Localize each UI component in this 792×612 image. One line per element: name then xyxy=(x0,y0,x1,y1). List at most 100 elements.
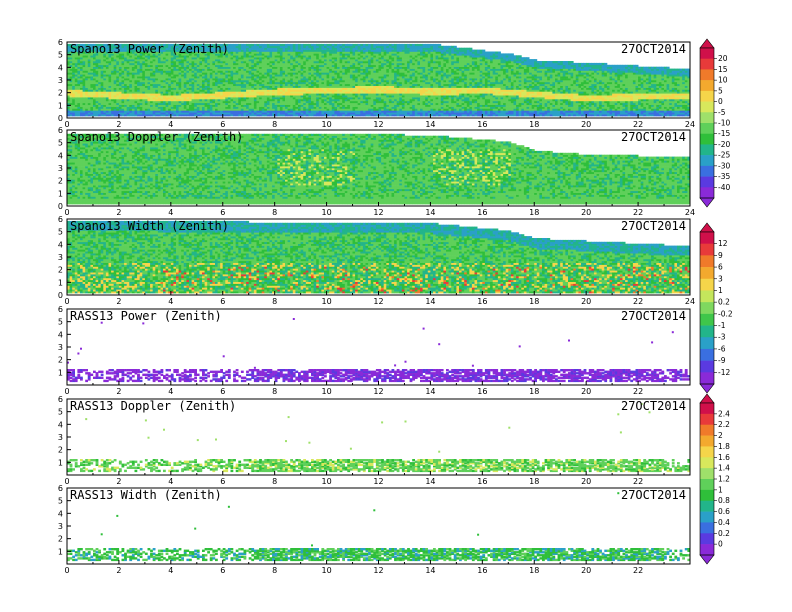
cell xyxy=(243,106,247,109)
cell xyxy=(111,78,115,81)
cell xyxy=(196,78,200,81)
cell xyxy=(220,95,224,98)
cell xyxy=(95,81,99,85)
cell xyxy=(357,76,361,79)
cell xyxy=(85,72,89,75)
cell xyxy=(105,110,109,113)
cell xyxy=(287,64,291,67)
cell xyxy=(404,53,408,56)
cell xyxy=(144,104,148,107)
cell xyxy=(212,80,216,83)
cell xyxy=(131,68,135,71)
cell xyxy=(272,51,276,54)
cell xyxy=(386,89,390,92)
cell xyxy=(339,93,343,96)
cell xyxy=(375,112,379,115)
cell xyxy=(235,72,239,75)
cell xyxy=(404,114,408,117)
cell xyxy=(77,114,81,117)
cell xyxy=(324,68,327,71)
cell xyxy=(165,70,169,73)
cell xyxy=(199,93,203,96)
cell xyxy=(256,66,260,69)
cell xyxy=(295,57,299,60)
cell xyxy=(77,62,81,66)
cell xyxy=(137,85,141,88)
cell xyxy=(129,100,133,104)
cell xyxy=(362,76,366,79)
cell xyxy=(196,49,200,52)
cell xyxy=(139,83,143,86)
cell xyxy=(277,51,281,54)
cell xyxy=(305,78,309,81)
cell xyxy=(282,72,286,75)
cell xyxy=(222,99,226,102)
cell xyxy=(352,106,356,109)
cell xyxy=(238,112,242,115)
cell xyxy=(259,59,263,62)
cell xyxy=(316,59,320,62)
cell xyxy=(243,72,247,75)
cell xyxy=(357,104,361,107)
cell xyxy=(279,64,283,67)
cell xyxy=(69,43,73,47)
cell xyxy=(124,81,128,85)
cell xyxy=(215,104,218,107)
cell xyxy=(240,112,244,115)
cell xyxy=(347,100,351,104)
cell xyxy=(204,43,208,47)
cell xyxy=(147,61,151,64)
cell xyxy=(207,62,211,66)
cell xyxy=(290,104,294,107)
cell xyxy=(100,110,104,113)
cell xyxy=(292,81,296,85)
cell xyxy=(105,59,109,62)
cell xyxy=(292,64,296,67)
cell xyxy=(253,55,257,58)
cell xyxy=(72,108,76,111)
cell xyxy=(69,45,73,48)
cell xyxy=(368,62,372,66)
cell xyxy=(181,61,185,64)
cell xyxy=(225,57,229,60)
cell xyxy=(339,89,343,92)
cell xyxy=(150,102,154,105)
cell xyxy=(339,53,343,56)
cell xyxy=(189,45,192,48)
cell xyxy=(339,45,343,48)
cell xyxy=(365,70,369,73)
cell xyxy=(181,47,185,50)
cell xyxy=(370,93,374,96)
cell xyxy=(170,66,174,69)
cell xyxy=(277,61,281,64)
cell xyxy=(295,70,299,73)
cell xyxy=(93,104,96,107)
cell xyxy=(360,62,364,66)
cell xyxy=(391,87,395,90)
cell xyxy=(225,110,229,113)
cell xyxy=(391,91,395,94)
cell xyxy=(108,114,112,117)
cell xyxy=(381,76,385,79)
cell xyxy=(264,59,268,62)
cell xyxy=(272,110,276,113)
cell xyxy=(331,62,335,66)
cell xyxy=(155,102,159,105)
cell xyxy=(290,100,294,104)
cell xyxy=(69,68,73,71)
cell xyxy=(368,74,372,77)
cell xyxy=(217,59,221,62)
cell xyxy=(225,53,229,56)
cell xyxy=(215,74,218,77)
cell xyxy=(176,102,179,105)
cell xyxy=(124,80,128,83)
cell xyxy=(124,89,128,92)
cell xyxy=(108,89,112,92)
cell xyxy=(282,108,286,111)
cell xyxy=(178,104,182,107)
cell xyxy=(186,80,190,83)
cell xyxy=(370,89,374,92)
cell xyxy=(261,51,265,54)
cell xyxy=(150,45,154,48)
cell xyxy=(370,72,374,75)
